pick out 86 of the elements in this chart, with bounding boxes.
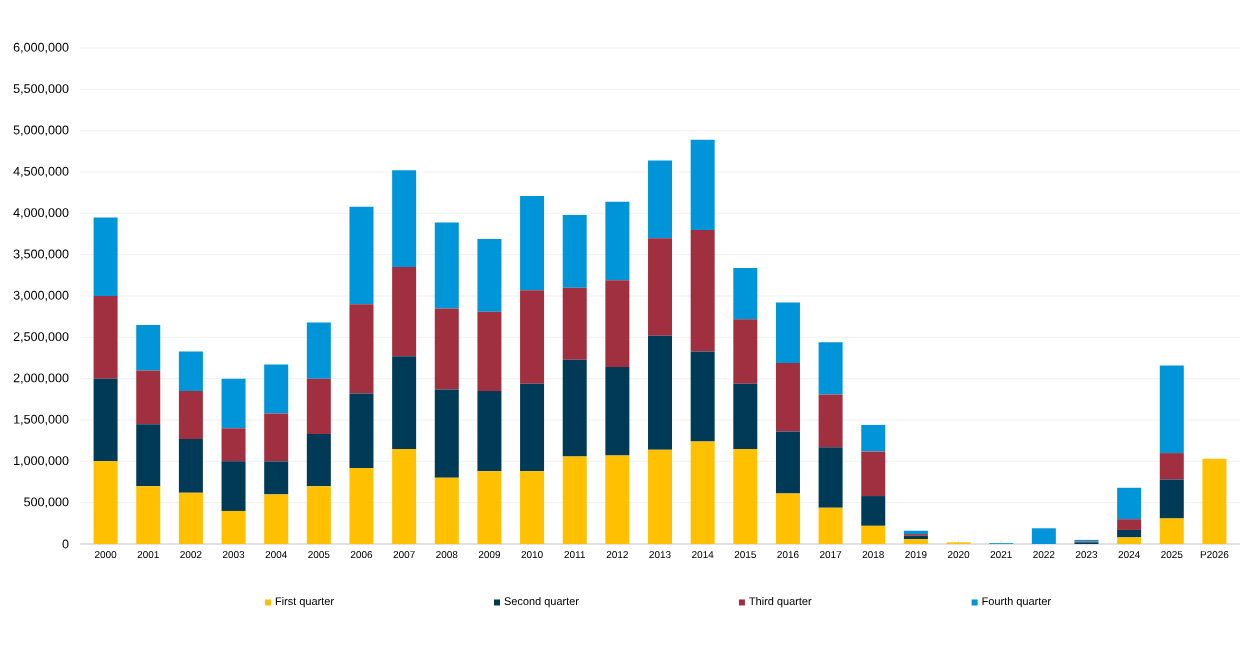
bar — [221, 428, 246, 462]
bar — [1159, 518, 1184, 544]
bar — [434, 477, 459, 544]
bar — [861, 525, 886, 544]
bar — [733, 448, 758, 544]
bar — [775, 362, 800, 432]
bar — [648, 238, 673, 336]
bar — [136, 424, 161, 487]
bar — [264, 461, 289, 495]
bar — [178, 391, 203, 440]
bar — [1159, 453, 1184, 480]
bar — [264, 494, 289, 544]
bar — [477, 238, 502, 312]
bar — [605, 280, 630, 368]
bar — [306, 486, 331, 544]
bar — [306, 322, 331, 379]
bar — [818, 342, 843, 395]
bar — [562, 359, 587, 457]
bar — [562, 456, 587, 544]
bar — [690, 351, 715, 442]
bar — [605, 455, 630, 544]
bar — [264, 364, 289, 414]
bar — [136, 370, 161, 425]
bar — [1031, 528, 1056, 544]
bar — [733, 267, 758, 320]
bar — [221, 461, 246, 511]
bar — [349, 206, 374, 305]
bar — [93, 296, 118, 379]
bar — [690, 139, 715, 230]
bar — [861, 496, 886, 526]
bar — [434, 308, 459, 390]
bar — [733, 319, 758, 384]
bar — [775, 431, 800, 494]
bar — [818, 447, 843, 508]
bar — [392, 356, 417, 449]
bar — [264, 413, 289, 462]
bar — [1159, 365, 1184, 454]
bar — [178, 439, 203, 493]
bar — [1117, 487, 1142, 520]
bar — [1117, 519, 1142, 530]
bar — [733, 383, 758, 449]
bar — [221, 378, 246, 429]
bar — [306, 434, 331, 487]
bar — [434, 389, 459, 478]
bar — [136, 324, 161, 371]
bar — [648, 449, 673, 544]
bar — [477, 471, 502, 544]
bar — [520, 290, 545, 384]
bar — [775, 493, 800, 544]
bar — [93, 378, 118, 462]
bar — [434, 222, 459, 309]
bar — [861, 424, 886, 452]
bar — [648, 335, 673, 450]
bar — [690, 229, 715, 352]
bar — [690, 441, 715, 544]
bar — [178, 351, 203, 392]
bar — [306, 378, 331, 435]
bar — [477, 311, 502, 392]
bar — [349, 393, 374, 468]
bar — [349, 304, 374, 394]
bar — [1159, 479, 1184, 519]
bar — [520, 383, 545, 472]
bar — [562, 214, 587, 288]
bar — [648, 160, 673, 239]
bar — [178, 492, 203, 544]
bar — [392, 267, 417, 357]
bar — [93, 461, 118, 544]
bar — [221, 510, 246, 544]
bar — [520, 471, 545, 544]
bar — [392, 448, 417, 544]
bar — [818, 507, 843, 544]
bar — [349, 467, 374, 544]
bar — [818, 394, 843, 448]
bar — [477, 391, 502, 472]
bar — [520, 195, 545, 291]
bar — [136, 486, 161, 544]
bar — [775, 302, 800, 363]
bar — [605, 367, 630, 456]
bar — [1202, 458, 1227, 544]
bar — [392, 170, 417, 268]
bar — [562, 287, 587, 360]
bar — [1117, 537, 1142, 544]
bar — [861, 451, 886, 497]
bar — [93, 217, 118, 297]
bar — [605, 201, 630, 281]
bar — [1117, 529, 1142, 538]
